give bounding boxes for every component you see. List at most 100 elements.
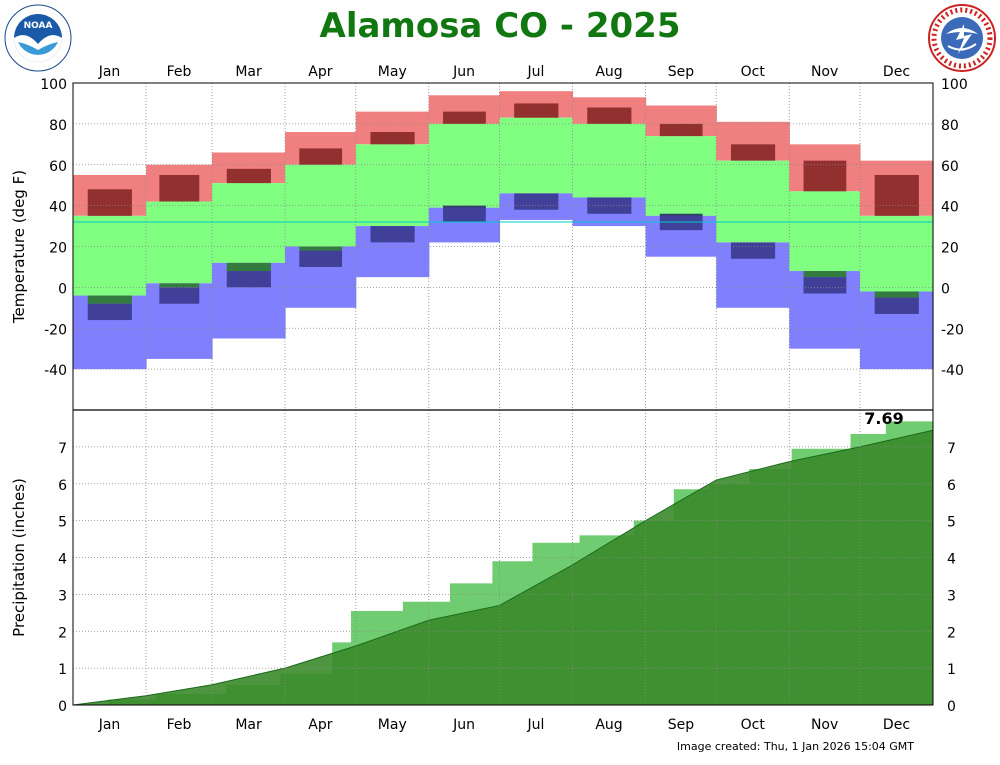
month-label-bottom: Aug bbox=[595, 717, 622, 733]
actual-high-bar bbox=[874, 174, 919, 216]
month-label-bottom: Apr bbox=[308, 717, 332, 733]
precip-tick-label-right: 5 bbox=[947, 515, 956, 531]
month-label-top: Jan bbox=[98, 64, 121, 80]
normal-high-bar bbox=[355, 144, 430, 227]
temp-tick-label-left: 0 bbox=[58, 281, 67, 297]
actual-high-bar bbox=[659, 123, 703, 137]
precip-total-label: 7.69 bbox=[864, 409, 903, 428]
precip-tick-label-right: 3 bbox=[947, 588, 956, 604]
precip-tick-label-right: 1 bbox=[947, 662, 956, 678]
normal-high-bar bbox=[212, 183, 286, 263]
normal-high-bar bbox=[499, 117, 574, 194]
temp-tick-label-right: 20 bbox=[941, 241, 959, 257]
actual-high-bar bbox=[514, 103, 559, 118]
temp-tick-label-right: 80 bbox=[941, 118, 959, 134]
precip-tick-label-right: 6 bbox=[947, 478, 956, 494]
temp-tick-label-left: -20 bbox=[44, 322, 67, 338]
month-label-top: Dec bbox=[883, 64, 910, 80]
normal-high-bar bbox=[146, 201, 213, 284]
axis-labels: Jan Jan Feb Feb Mar Mar Apr Apr May May Jun Jun Jul J… bbox=[10, 64, 968, 733]
actual-high-bar bbox=[587, 107, 632, 124]
month-label-top: Oct bbox=[741, 64, 766, 80]
precip-tick-label-right: 2 bbox=[947, 625, 956, 641]
month-label-bottom: Sep bbox=[668, 717, 695, 733]
month-label-bottom: Oct bbox=[741, 717, 766, 733]
nws-logo-icon bbox=[928, 4, 996, 76]
precip-tick-label-left: 2 bbox=[58, 625, 67, 641]
month-label-bottom: Jul bbox=[527, 717, 545, 733]
precip-tick-label-left: 3 bbox=[58, 588, 67, 604]
actual-high-bar bbox=[226, 168, 271, 184]
month-label-bottom: Nov bbox=[811, 717, 838, 733]
page-title: Alamosa CO - 2025 bbox=[319, 6, 681, 46]
precip-tick-label-right: 0 bbox=[947, 699, 956, 715]
month-label-bottom: Jan bbox=[98, 717, 121, 733]
actual-high-bar bbox=[87, 189, 132, 216]
temperature-bars bbox=[73, 91, 934, 370]
precip-tick-label-left: 1 bbox=[58, 662, 67, 678]
normal-low-bar bbox=[299, 246, 343, 251]
normal-low-bar bbox=[159, 283, 200, 288]
precip-tick-label-left: 7 bbox=[58, 441, 67, 457]
actual-high-bar bbox=[370, 132, 415, 145]
actual-high-bar bbox=[159, 174, 200, 202]
temp-tick-label-left: 80 bbox=[49, 118, 67, 134]
actual-high-bar bbox=[299, 148, 343, 165]
month-label-bottom: Mar bbox=[235, 717, 262, 733]
actual-low-bar bbox=[730, 242, 776, 259]
precipitation-area bbox=[72, 421, 934, 706]
noaa-logo-icon: NOAA bbox=[4, 4, 72, 76]
month-label-top: May bbox=[378, 64, 407, 80]
actual-low-bar bbox=[159, 287, 200, 304]
temp-tick-label-right: 100 bbox=[941, 77, 968, 93]
temp-axis-label: Temperature (deg F) bbox=[10, 170, 28, 324]
temp-tick-label-right: 60 bbox=[941, 159, 959, 175]
month-label-top: Aug bbox=[595, 64, 622, 80]
precip-tick-label-left: 4 bbox=[58, 552, 67, 568]
actual-high-bar bbox=[443, 111, 486, 124]
month-label-top: Mar bbox=[235, 64, 262, 80]
actual-low-bar bbox=[370, 226, 415, 243]
month-label-top: Sep bbox=[668, 64, 695, 80]
precip-tick-label-left: 5 bbox=[58, 515, 67, 531]
temp-tick-label-left: 40 bbox=[49, 200, 67, 216]
normal-high-bar bbox=[716, 160, 790, 243]
temp-tick-label-right: -20 bbox=[941, 322, 964, 338]
actual-low-bar bbox=[874, 297, 919, 314]
normal-low-bar bbox=[226, 262, 271, 272]
actual-high-bar bbox=[803, 160, 847, 192]
normal-precip-area bbox=[73, 430, 933, 705]
month-label-bottom: May bbox=[378, 717, 407, 733]
precip-tick-label-left: 0 bbox=[58, 699, 67, 715]
normal-high-bar bbox=[428, 123, 501, 208]
normal-low-bar bbox=[803, 271, 847, 278]
actual-low-bar bbox=[443, 205, 486, 222]
month-label-top: Feb bbox=[167, 64, 192, 80]
temp-tick-label-right: -40 bbox=[941, 363, 964, 379]
temp-tick-label-left: 60 bbox=[49, 159, 67, 175]
temp-tick-label-left: 100 bbox=[40, 77, 67, 93]
month-label-top: Jun bbox=[452, 64, 475, 80]
normal-high-bar bbox=[859, 215, 934, 292]
temp-tick-label-left: -40 bbox=[44, 363, 67, 379]
svg-text:NOAA: NOAA bbox=[24, 21, 53, 31]
month-label-bottom: Jun bbox=[452, 717, 475, 733]
precip-tick-label-right: 4 bbox=[947, 552, 956, 568]
month-label-bottom: Feb bbox=[167, 717, 192, 733]
normal-high-bar bbox=[645, 136, 717, 216]
actual-low-bar bbox=[299, 250, 343, 267]
month-label-top: Jul bbox=[527, 64, 545, 80]
plot-border bbox=[72, 82, 934, 706]
normal-high-bar bbox=[73, 215, 147, 296]
month-label-top: Apr bbox=[308, 64, 332, 80]
plot-frame bbox=[72, 82, 934, 706]
normal-low-bar bbox=[874, 291, 919, 298]
actual-low-bar bbox=[587, 197, 632, 214]
precip-tick-label-right: 7 bbox=[947, 441, 956, 457]
actual-low-bar bbox=[87, 303, 132, 321]
month-label-top: Nov bbox=[811, 64, 838, 80]
actual-low-bar bbox=[226, 271, 271, 288]
temp-tick-label-right: 40 bbox=[941, 200, 959, 216]
actual-high-bar bbox=[730, 144, 776, 161]
